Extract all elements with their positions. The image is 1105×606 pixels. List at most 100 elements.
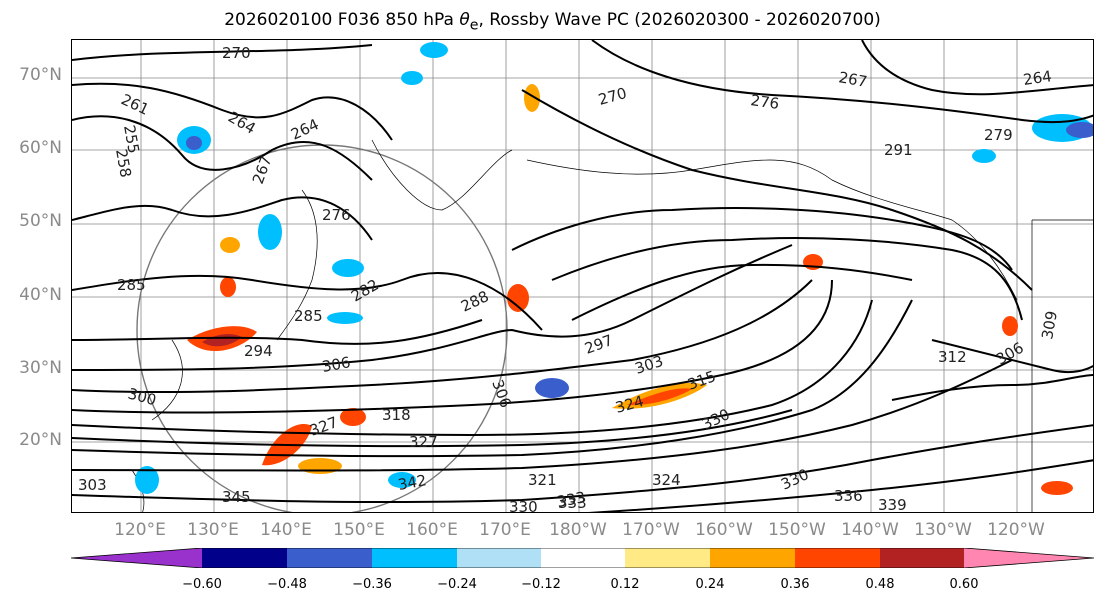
anomaly-patch [258,214,282,250]
anomaly-patch [627,388,692,406]
colorbar-tick: −0.24 [437,577,477,592]
graticule [72,40,1093,512]
title-prefix: 2026020100 F036 850 hPa [224,10,460,30]
lon-label-150e: 150°E [333,520,385,540]
map-svg: 270 261 264 264 255 258 267 270 276 264 … [72,40,1093,513]
lon-label-170e: 170°E [479,520,531,540]
contour-label: 291 [884,141,913,159]
contour-label: 330 [699,405,733,433]
contour-label: 330 [778,465,812,493]
map-title: 2026020100 F036 850 hPa θe, Rossby Wave … [0,10,1105,33]
colorbar-tick: −0.36 [352,577,392,592]
lat-label-20n: 20°N [19,430,62,450]
anomaly-patch [535,378,569,398]
colorbar-segment [287,548,372,568]
contour-label: 333 [556,488,587,511]
contour-label: 339 [878,496,907,513]
colorbar-segment [710,548,795,568]
colorbar-tick: −0.60 [182,577,222,592]
anomaly-patch [1002,316,1018,336]
anomaly-patch [327,312,363,324]
colorbar-segment [71,548,202,568]
contour-labels: 270 261 264 264 255 258 267 270 276 264 … [78,44,1061,513]
lon-label-140e: 140°E [260,520,312,540]
contour-label: 279 [984,126,1013,144]
anomaly-patch [332,259,364,277]
contour-label: 342 [397,471,428,494]
colorbar-segment [795,548,880,568]
title-suffix: , Rossby Wave PC (2026020300 - 202602070… [478,10,881,30]
lon-label-120e: 120°E [114,520,166,540]
colorbar-segment [964,548,1094,568]
contour-label: 261 [118,90,152,118]
contour-label: 327 [307,413,340,440]
colorbar-segment [372,548,457,568]
contour-label: 330 [509,498,538,513]
lat-label-40n: 40°N [19,285,62,305]
lat-label-70n: 70°N [19,65,62,85]
contour-label: 315 [685,367,718,394]
contour-label: 324 [613,392,645,417]
anomaly-patch [388,472,416,488]
contour-label: 264 [288,115,322,143]
contour-label: 306 [488,377,515,410]
anomaly-patch [1066,122,1093,138]
map-panel: 270 261 264 264 255 258 267 270 276 264 … [71,39,1094,513]
colorbar-tick: −0.12 [521,577,561,592]
colorbar-tick: 0.24 [695,577,725,592]
colorbar [71,548,1094,568]
anomaly-patch [186,136,202,150]
lon-label-170w: 170°W [622,520,680,540]
contour-label: 306 [321,353,352,376]
colorbar-segment [541,548,625,568]
anomaly-patch [1041,481,1073,495]
colorbar-segment [880,548,964,568]
contour-label: 312 [938,348,967,366]
lat-label-30n: 30°N [19,358,62,378]
contour-label: 255 [120,124,143,155]
contour-label: 300 [126,384,158,409]
contour-label: 276 [322,206,351,224]
lon-label-150w: 150°W [768,520,826,540]
contour-label: 285 [117,276,146,294]
colorbar-tick: 0.48 [865,577,895,592]
contour-label: 309 [1038,309,1061,340]
contour-label: 276 [749,91,780,113]
lon-label-160w: 160°W [695,520,753,540]
contour-label: 321 [528,471,557,489]
colorbar-segment [625,548,710,568]
colorbar-tick: 0.12 [610,577,640,592]
anomaly-patch [420,42,448,58]
anomaly-patch [401,71,423,85]
contour-label: 318 [382,406,411,424]
lat-label-50n: 50°N [19,211,62,231]
lon-label-130e: 130°E [187,520,239,540]
contour-label: 267 [837,68,868,91]
contour-label: 288 [458,287,492,315]
anomaly-patch [220,237,240,253]
anomaly-patch [135,466,159,494]
theta-symbol: θ [459,10,470,30]
contour-label: 258 [112,148,135,179]
contour-label: 345 [222,488,251,506]
anomaly-patch [524,84,540,112]
lon-label-140w: 140°W [841,520,899,540]
colorbar-tick: −0.48 [267,577,307,592]
anomaly-patch [972,149,996,163]
contour-label: 333 [558,494,587,512]
theta-e-contours [72,40,1093,512]
colorbar-segment [457,548,541,568]
contour-label: 327 [409,433,438,451]
lon-label-160e: 160°E [406,520,458,540]
anomaly-patch [340,408,366,426]
contour-label: 306 [993,339,1027,369]
contour-label: 282 [348,276,382,306]
contour-label: 303 [633,352,666,378]
lon-label-120w: 120°W [987,520,1045,540]
lat-label-60n: 60°N [19,138,62,158]
contour-label: 264 [1022,67,1053,89]
contour-label: 285 [294,307,323,325]
lon-label-130w: 130°W [914,520,972,540]
contour-label: 303 [78,476,107,494]
anomaly-patch [298,458,342,474]
